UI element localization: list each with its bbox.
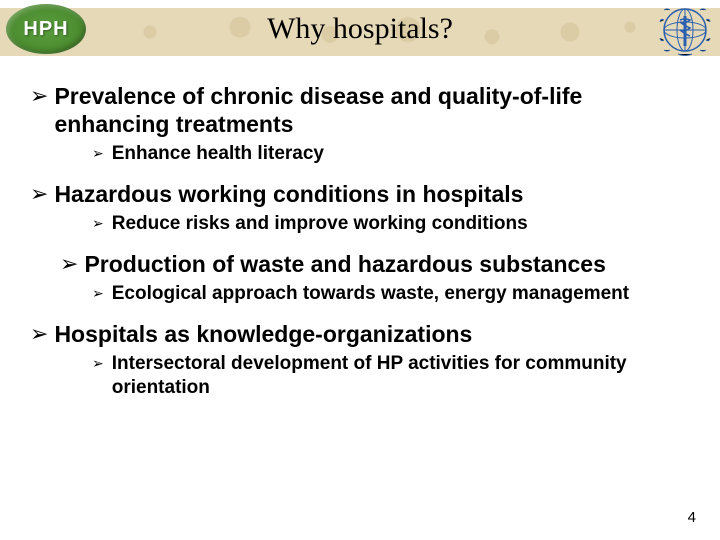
who-logo	[658, 2, 712, 58]
bullet-level1: ➢Prevalence of chronic disease and quali…	[30, 82, 690, 138]
bullet-level1: ➢Hospitals as knowledge-organizations	[30, 320, 690, 348]
arrow-bullet-icon: ➢	[30, 82, 48, 110]
bullet-text: Production of waste and hazardous substa…	[84, 250, 605, 278]
slide-title: Why hospitals?	[0, 12, 720, 46]
bullet-text: Prevalence of chronic disease and qualit…	[54, 82, 690, 138]
bullet-level1: ➢Hazardous working conditions in hospita…	[30, 180, 690, 208]
bullet-level2: ➢ Reduce risks and improve working condit…	[92, 212, 690, 236]
arrow-bullet-icon: ➢	[92, 142, 104, 164]
bullet-text: Hazardous working conditions in hospital…	[54, 180, 523, 208]
page-number: 4	[688, 509, 696, 526]
bullet-level2: ➢ Enhance health literacy	[92, 142, 690, 166]
sub-bullet-text: Reduce risks and improve working conditi…	[112, 212, 528, 236]
sub-bullet-text: Intersectoral development of HP activiti…	[112, 352, 690, 400]
bullet-level1: ➢Production of waste and hazardous subst…	[60, 250, 690, 278]
arrow-bullet-icon: ➢	[92, 282, 104, 304]
bullet-level2: ➢ Ecological approach towards waste, ener…	[92, 282, 690, 306]
arrow-bullet-icon: ➢	[60, 250, 78, 278]
arrow-bullet-icon: ➢	[30, 180, 48, 208]
sub-bullet-text: Enhance health literacy	[112, 142, 324, 166]
bullet-level2: ➢ Intersectoral development of HP activit…	[92, 352, 690, 400]
bullet-text: Hospitals as knowledge-organizations	[54, 320, 472, 348]
content-area: ➢Prevalence of chronic disease and quali…	[30, 82, 690, 400]
sub-bullet-text: Ecological approach towards waste, energ…	[112, 282, 629, 306]
arrow-bullet-icon: ➢	[30, 320, 48, 348]
arrow-bullet-icon: ➢	[92, 212, 104, 234]
hph-logo-text: HPH	[23, 18, 68, 41]
arrow-bullet-icon: ➢	[92, 352, 104, 374]
hph-logo: HPH	[6, 4, 86, 54]
